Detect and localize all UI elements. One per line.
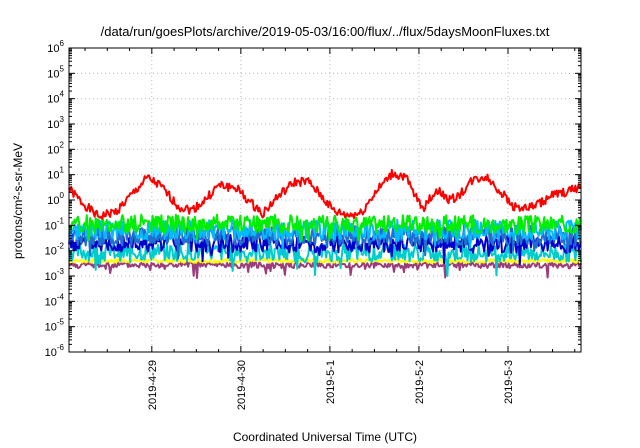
x-axis-label: Coordinated Universal Time (UTC) bbox=[233, 430, 417, 444]
y-axis-label: protons/cm²-s-sr-MeV bbox=[11, 143, 25, 259]
y-tick-label: 101 bbox=[47, 166, 64, 182]
y-tick-label: 10-2 bbox=[45, 242, 65, 258]
x-tick-label: 2019-4-29 bbox=[147, 360, 159, 410]
y-ticks: 10-6 10-5 10-4 10-3 10-2 10-1 100 101 102 103 104 1… bbox=[45, 39, 581, 359]
series-line bbox=[68, 168, 582, 220]
x-tick-label: 2019-4-30 bbox=[236, 360, 248, 410]
y-tick-label: 106 bbox=[47, 39, 64, 55]
x-tick-label: 2019-5-1 bbox=[325, 360, 337, 404]
y-tick-label: 102 bbox=[47, 140, 64, 156]
y-tick-label: 104 bbox=[47, 90, 64, 106]
grid bbox=[69, 48, 581, 352]
x-tick-label: 2019-5-2 bbox=[414, 360, 426, 404]
x-tick-label: 2019-5-3 bbox=[503, 360, 515, 404]
y-tick-label: 100 bbox=[47, 191, 64, 207]
y-tick-label: 10-5 bbox=[45, 318, 65, 334]
y-tick-label: 10-6 bbox=[45, 343, 65, 359]
y-tick-label: 10-4 bbox=[45, 292, 65, 308]
y-tick-label: 105 bbox=[47, 64, 64, 80]
series-group bbox=[68, 168, 582, 279]
series-line bbox=[68, 213, 582, 242]
x-ticks: 2019-4-29 2019-4-30 2019-5-1 2019-5-2 2019-5… bbox=[84, 48, 576, 410]
chart-title: /data/run/goesPlots/archive/2019-05-03/1… bbox=[101, 24, 550, 39]
y-tick-label: 10-1 bbox=[45, 216, 65, 232]
y-tick-label: 103 bbox=[47, 115, 64, 131]
y-tick-label: 10-3 bbox=[45, 267, 65, 283]
